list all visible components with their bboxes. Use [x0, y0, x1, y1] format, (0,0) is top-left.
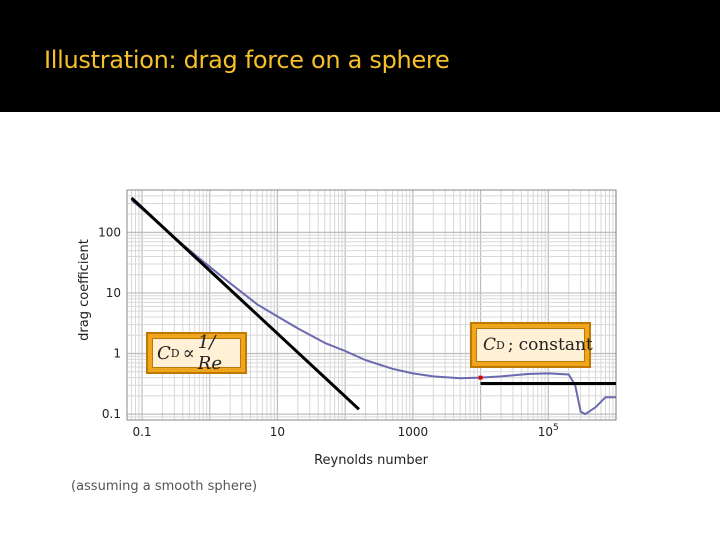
y-tick-label: 100	[98, 225, 121, 239]
x-tick-label: 105	[538, 423, 559, 439]
constant-expression: constant	[518, 335, 593, 355]
separator: ;	[507, 335, 514, 355]
cd-subscript-right: D	[496, 338, 505, 352]
constant-annotation: C D; constant	[470, 322, 593, 368]
smooth-sphere-note: (assuming a smooth sphere)	[71, 479, 258, 494]
inverse-re-annotation-text: C D ∝ 1/ Re	[152, 332, 241, 374]
inverse-re-fit-line	[130, 196, 360, 411]
x-tick-label: 1000	[398, 425, 429, 439]
chart-marks	[130, 196, 616, 416]
x-tick-label: 0.1	[132, 425, 151, 439]
y-tick-label: 1	[113, 347, 121, 361]
y-tick-label: 0.1	[102, 407, 121, 421]
tick-labels: 0.1 10 1000 105 0.1 1 10 100	[98, 225, 559, 439]
transition-marker	[478, 375, 483, 380]
cd-subscript: D	[170, 346, 180, 360]
plot-frame	[126, 189, 617, 421]
constant-annotation-text: C D; constant	[476, 328, 593, 362]
x-tick-label: 10	[270, 425, 285, 439]
y-tick-label: 10	[106, 286, 121, 300]
title-bar	[0, 0, 720, 112]
inverse-re-annotation: C D ∝ 1/ Re	[146, 332, 247, 374]
cd-symbol: C	[157, 342, 171, 364]
slide-title: Illustration: drag force on a sphere	[44, 46, 450, 74]
proportional-symbol: ∝	[182, 342, 195, 364]
cd-symbol-right: C	[483, 335, 497, 355]
y-axis-label: drag coefficient	[77, 239, 92, 341]
inverse-re-expression: 1/ Re	[197, 332, 223, 374]
grid-lines	[126, 189, 617, 421]
drag-curve	[130, 199, 616, 416]
x-axis-label: Reynolds number	[314, 453, 428, 468]
